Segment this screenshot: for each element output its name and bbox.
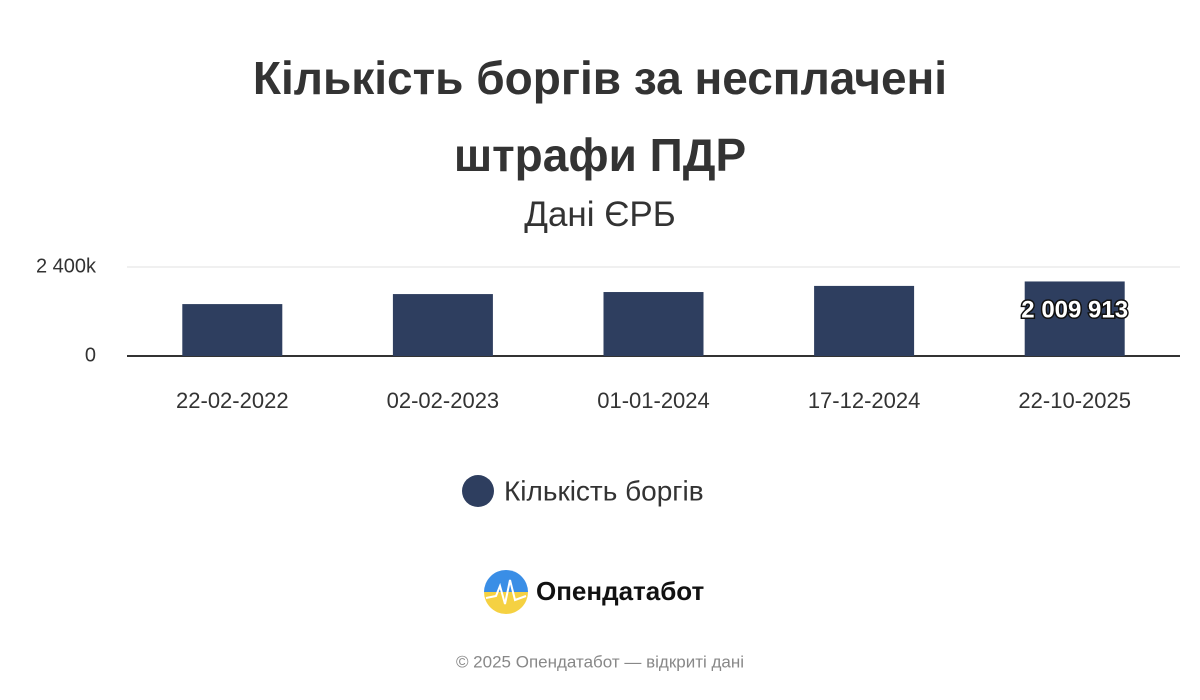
bar xyxy=(814,285,915,356)
logo-line xyxy=(485,579,527,605)
y-tick-label: 0 xyxy=(85,344,96,366)
legend-swatch xyxy=(462,475,494,507)
y-tick-label: 2 400k xyxy=(36,255,97,277)
x-tick-label: 01-01-2024 xyxy=(597,388,710,413)
brand: Опендатабот xyxy=(536,576,705,606)
bar xyxy=(603,292,704,356)
x-tick-label: 22-02-2022 xyxy=(176,388,289,413)
bar xyxy=(1024,281,1125,356)
bar xyxy=(392,294,493,356)
x-tick-label: 02-02-2023 xyxy=(387,388,500,413)
chart-subtitle: Дані ЄРБ xyxy=(524,195,676,234)
bar xyxy=(182,304,283,356)
logo-icon xyxy=(484,570,528,614)
data-label: 2 009 913 xyxy=(1021,296,1128,323)
footer: © 2025 Опендатабот — відкриті дані xyxy=(456,652,744,671)
x-tick-label: 22-10-2025 xyxy=(1018,388,1131,413)
legend-label: Кількість боргів xyxy=(504,475,704,506)
chart-title: Кількість боргів за несплачені штрафи ПД… xyxy=(252,52,948,181)
x-tick-label: 17-12-2024 xyxy=(808,388,921,413)
